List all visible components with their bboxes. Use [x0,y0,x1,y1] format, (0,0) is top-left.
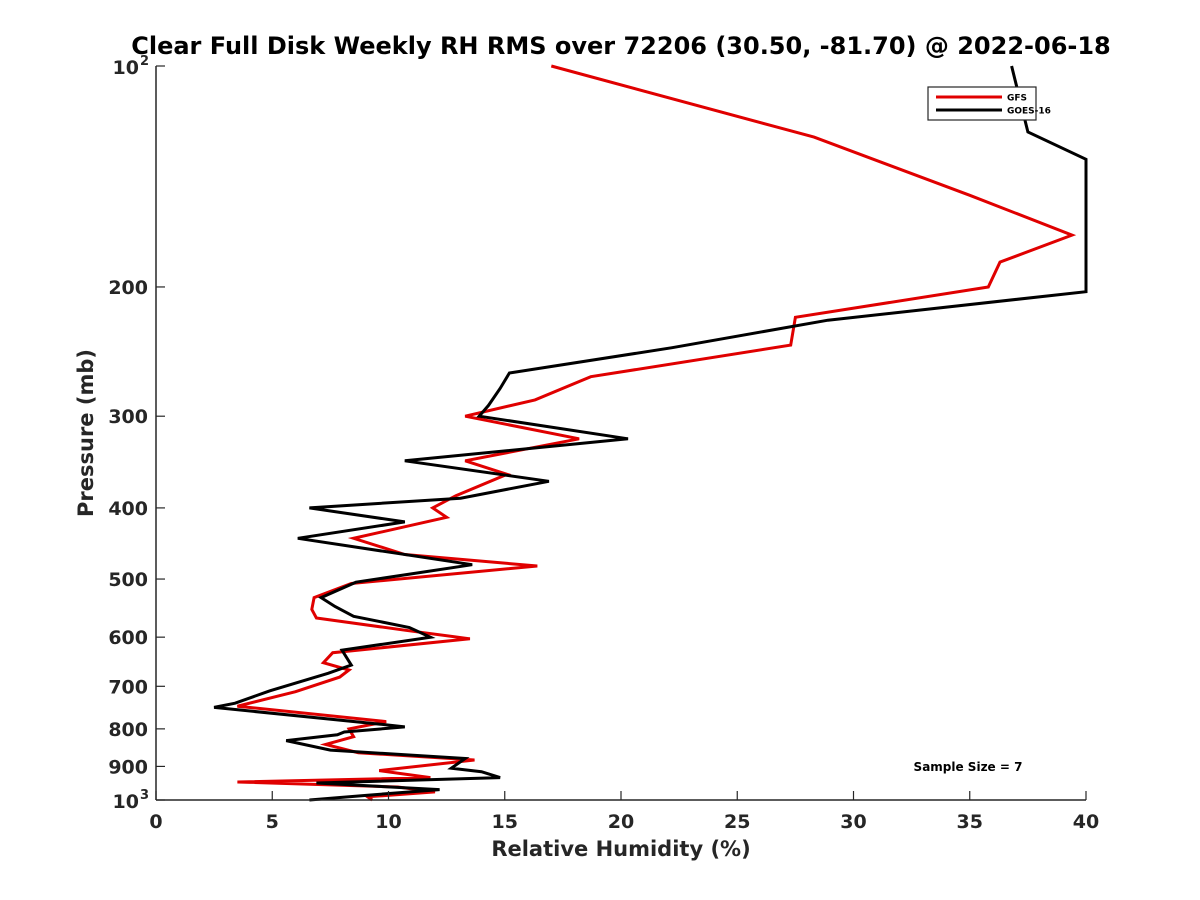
x-tick-label: 5 [266,811,279,833]
x-tick-label: 40 [1073,811,1099,833]
y-tick-label: 800 [108,719,148,741]
sample-size-annotation: Sample Size = 7 [914,760,1023,774]
y-tick-label: 600 [108,627,148,649]
x-tick-label: 0 [149,811,162,833]
chart-title: Clear Full Disk Weekly RH RMS over 72206… [131,32,1111,60]
x-tick-label: 35 [957,811,983,833]
series-line-goes-16 [213,65,1088,802]
x-tick-label: 30 [840,811,866,833]
x-tick-label: 20 [608,811,634,833]
legend-box [927,86,1037,121]
x-axis-ticks: 0 5 10 15 20 25 30 35 40 [149,791,1099,833]
x-axis-label: Relative Humidity (%) [491,837,750,861]
legend: GFS GOES-16 [927,86,1051,121]
y-tick-label: 10 [113,791,139,813]
y-tick-label: 700 [108,676,148,698]
x-tick-label: 25 [724,811,750,833]
x-tick-label: 15 [492,811,518,833]
legend-label-goes-16: GOES-16 [1007,107,1051,117]
y-tick-label: 500 [108,569,148,591]
legend-label-gfs: GFS [1007,94,1027,104]
y-tick-label: 200 [108,277,148,299]
y-tick-exponent: 3 [140,788,149,803]
y-tick-label: 300 [108,406,148,428]
y-tick-exponent: 2 [140,54,149,69]
y-tick-label: 900 [108,756,148,778]
x-tick-label: 10 [375,811,401,833]
y-tick-label: 400 [108,498,148,520]
series-layer [213,64,1088,802]
y-tick-label: 10 [113,57,139,79]
y-axis-label: Pressure (mb) [74,349,98,517]
